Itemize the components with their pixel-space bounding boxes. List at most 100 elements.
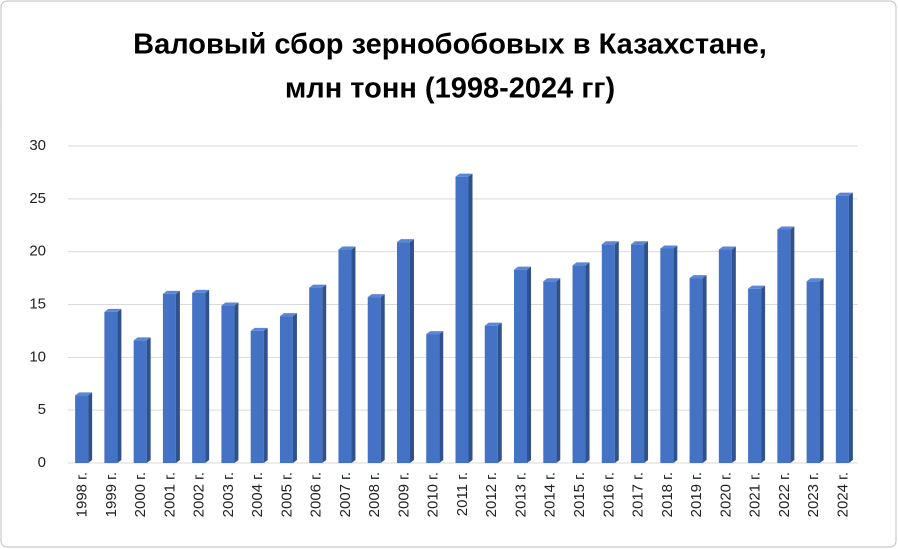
bar-top [777, 226, 795, 230]
x-tick-label: 1999 г. [103, 472, 120, 517]
x-tick-label: 2014 г. [542, 472, 559, 517]
bar-top [689, 275, 707, 279]
bar-side [497, 322, 502, 463]
bar-side [175, 290, 180, 463]
bar-front [835, 195, 849, 463]
bar [426, 331, 444, 463]
bar-side [468, 173, 473, 464]
bar-top [221, 302, 239, 306]
bar-front [718, 249, 732, 463]
bar-side [790, 226, 795, 463]
bar [660, 245, 678, 463]
bar-side [585, 262, 590, 463]
bar [572, 262, 590, 463]
x-tick-label: 2023 г. [805, 472, 822, 517]
bar-front [192, 292, 206, 463]
bar [514, 266, 532, 463]
bar-top [426, 331, 444, 335]
x-tick-label: 1998 г. [74, 472, 91, 517]
bar-front [689, 278, 703, 463]
x-tick-label: 2020 г. [717, 472, 734, 517]
x-tick-label: 2006 г. [308, 472, 325, 517]
bar-top [338, 246, 356, 250]
bar-side [322, 284, 327, 463]
bar-side [614, 241, 619, 463]
chart-title: Валовый сбор зернобобовых в Казахстане, [133, 29, 767, 61]
bar [543, 278, 561, 463]
bar-side [351, 246, 356, 463]
bar [75, 392, 93, 463]
bar [367, 294, 385, 463]
bar-top [279, 313, 297, 317]
bar [748, 285, 766, 463]
bar-top [162, 290, 180, 294]
bar-front [601, 244, 615, 463]
bar [309, 284, 327, 463]
bar [455, 173, 473, 464]
x-tick-label: 2005 г. [278, 472, 295, 517]
bar [484, 322, 502, 463]
y-tick-label: 20 [29, 243, 46, 260]
bar-side [409, 239, 414, 463]
y-tick-label: 5 [38, 401, 46, 418]
bar-front [777, 229, 791, 463]
bar-top [104, 308, 122, 312]
bar [835, 192, 853, 463]
x-tick-label: 2017 г. [630, 472, 647, 517]
bar-top [660, 245, 678, 249]
x-tick-label: 2016 г. [600, 472, 617, 517]
bar-front [309, 287, 323, 463]
bar [133, 337, 151, 463]
bar [806, 278, 824, 463]
bar-top [748, 285, 766, 289]
bar-front [484, 325, 498, 463]
x-tick-label: 2018 г. [659, 472, 676, 517]
bar-front [426, 334, 440, 463]
bar [192, 289, 210, 463]
bar-side [527, 266, 532, 463]
bar [601, 241, 619, 463]
bar-side [88, 392, 93, 463]
bar [777, 226, 795, 463]
bar-side [673, 245, 678, 463]
x-tick-label: 2011 г. [454, 472, 471, 516]
y-tick-label: 15 [29, 295, 46, 312]
bar-front [133, 340, 147, 463]
x-tick-label: 2022 г. [776, 472, 793, 517]
bar [718, 246, 736, 463]
x-tick-label: 2007 г. [337, 472, 354, 517]
bar-top [543, 278, 561, 282]
bar-front [660, 248, 674, 463]
bar-side [731, 246, 736, 463]
bar-front [75, 395, 89, 463]
bar-top [250, 327, 268, 331]
bar-top [631, 241, 649, 245]
bar-top [192, 289, 210, 293]
chart-title: млн тонн (1998-2024 гг) [285, 73, 615, 105]
bar [631, 241, 649, 463]
bar-top [75, 392, 93, 396]
bar [279, 313, 297, 463]
bar-front [748, 288, 762, 463]
y-tick-label: 30 [29, 137, 46, 154]
bar-top [133, 337, 151, 341]
bar-top [601, 241, 619, 245]
bar-top [309, 284, 327, 288]
bar-front [221, 305, 235, 463]
x-tick-label: 2015 г. [571, 472, 588, 517]
bar-top [455, 173, 473, 177]
x-tick-label: 2002 г. [191, 472, 208, 517]
bar-side [848, 192, 853, 463]
bar-front [104, 311, 118, 463]
bar [250, 327, 268, 463]
x-tick-label: 2024 г. [834, 472, 851, 517]
bar-front [631, 244, 645, 463]
bar-top [514, 266, 532, 270]
bar-top [367, 294, 385, 298]
bar-front [367, 297, 381, 463]
bar-side [556, 278, 561, 463]
bar-top [718, 246, 736, 250]
x-tick-label: 2021 г. [747, 472, 764, 517]
bar-front [338, 249, 352, 463]
